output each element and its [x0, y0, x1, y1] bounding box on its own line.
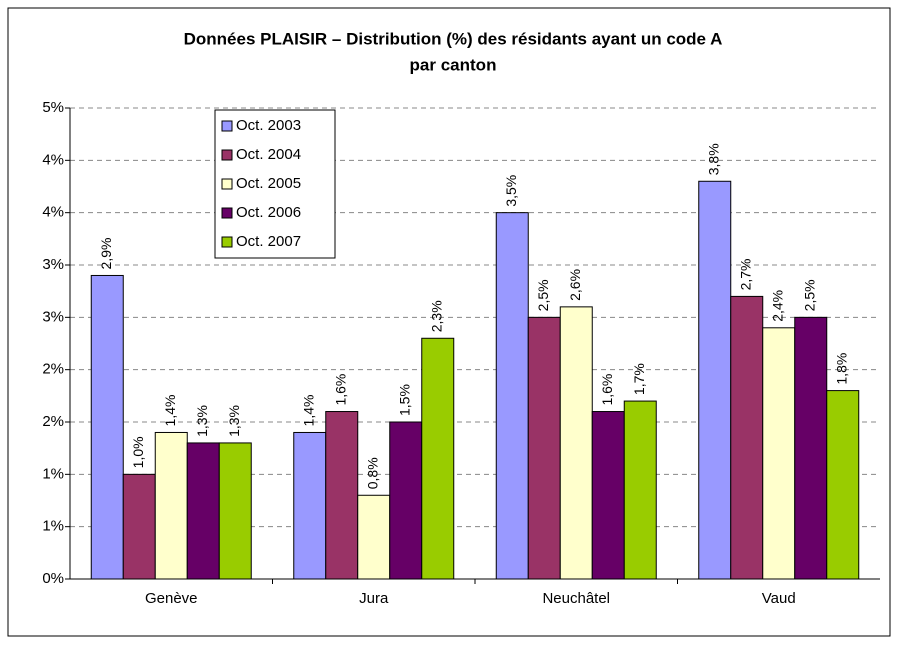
- bar: [495, 212, 529, 580]
- legend-swatch: [221, 149, 233, 161]
- y-tick-label: 1%: [42, 465, 64, 482]
- y-tick-label: 2%: [42, 361, 64, 378]
- y-tick-label: 3%: [42, 256, 64, 273]
- x-tick-label: Genève: [145, 590, 198, 607]
- data-label: 1,0%: [130, 436, 146, 468]
- data-label: 2,9%: [98, 238, 114, 270]
- data-label: 1,6%: [599, 374, 615, 406]
- data-label: 1,3%: [194, 405, 210, 437]
- bar: [421, 337, 455, 580]
- legend-swatch: [221, 178, 233, 190]
- chart-title: Données PLAISIR – Distribution (%) des r…: [184, 29, 723, 48]
- data-label: 2,6%: [567, 269, 583, 301]
- y-tick-label: 2%: [42, 413, 64, 430]
- data-label: 1,3%: [226, 405, 242, 437]
- data-label: 1,4%: [300, 395, 316, 427]
- bar: [762, 327, 796, 580]
- y-tick-label: 5%: [42, 99, 64, 116]
- legend-label: Oct. 2004: [236, 146, 301, 163]
- data-label: 1,8%: [833, 353, 849, 385]
- bar: [826, 390, 860, 580]
- x-tick-label: Jura: [359, 590, 389, 607]
- bar: [122, 473, 156, 580]
- bar: [389, 421, 423, 580]
- x-tick-label: Neuchâtel: [542, 590, 610, 607]
- bar: [90, 274, 124, 580]
- y-tick-label: 4%: [42, 204, 64, 221]
- x-tick-label: Vaud: [762, 590, 796, 607]
- data-label: 2,5%: [801, 279, 817, 311]
- bar: [293, 431, 327, 580]
- data-label: 3,8%: [705, 143, 721, 175]
- legend-swatch: [221, 120, 233, 132]
- data-label: 2,4%: [769, 290, 785, 322]
- bar: [325, 411, 359, 580]
- bar: [218, 442, 252, 580]
- data-label: 2,7%: [737, 258, 753, 290]
- chart-title: par canton: [410, 55, 497, 74]
- bar: [186, 442, 220, 580]
- bar: [730, 295, 764, 580]
- data-label: 0,8%: [364, 457, 380, 489]
- legend-swatch: [221, 207, 233, 219]
- bar: [623, 400, 657, 580]
- legend-box: [214, 109, 336, 259]
- bar: [698, 180, 732, 580]
- y-tick-label: 3%: [42, 308, 64, 325]
- y-tick-label: 0%: [42, 570, 64, 587]
- bar: [559, 306, 593, 580]
- legend-label: Oct. 2006: [236, 204, 301, 221]
- bar: [591, 411, 625, 580]
- data-label: 3,5%: [503, 175, 519, 207]
- legend-label: Oct. 2003: [236, 117, 301, 134]
- bar: [794, 316, 828, 580]
- legend-swatch: [221, 236, 233, 248]
- data-label: 1,5%: [396, 384, 412, 416]
- legend-label: Oct. 2007: [236, 233, 301, 250]
- data-label: 1,7%: [631, 363, 647, 395]
- y-tick-label: 1%: [42, 518, 64, 535]
- data-label: 2,3%: [428, 300, 444, 332]
- bar: [527, 316, 561, 580]
- data-label: 2,5%: [535, 279, 551, 311]
- bar: [357, 494, 391, 580]
- y-tick-label: 4%: [42, 151, 64, 168]
- legend-label: Oct. 2005: [236, 175, 301, 192]
- data-label: 1,4%: [162, 395, 178, 427]
- bar: [154, 431, 188, 580]
- data-label: 1,6%: [332, 374, 348, 406]
